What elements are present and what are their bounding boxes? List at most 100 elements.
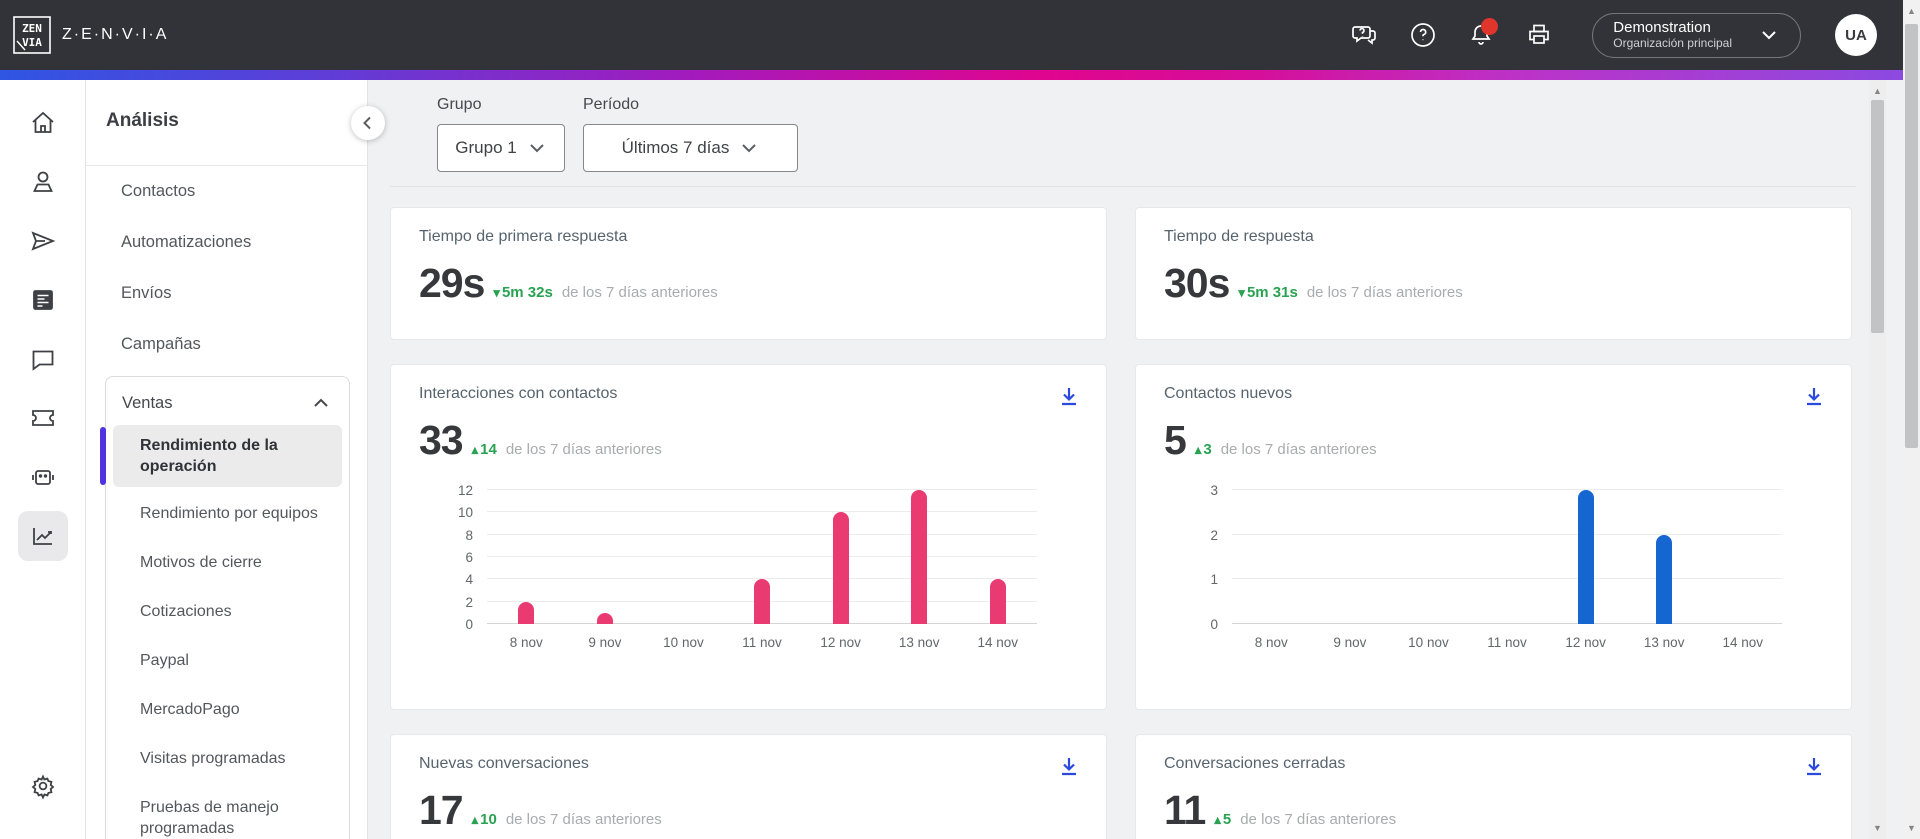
- group-filter-label: Grupo: [437, 96, 482, 113]
- metric-value: 11: [1164, 787, 1206, 833]
- bar-slot: [880, 490, 959, 624]
- bar: [1656, 534, 1673, 624]
- brand[interactable]: ZEN VIA Z·E·N·V·I·A: [12, 15, 168, 55]
- print-icon[interactable]: [1518, 14, 1560, 56]
- sidebar-item-paypal[interactable]: Paypal: [140, 652, 189, 669]
- sidebar-item-contactos[interactable]: Contactos: [121, 182, 196, 200]
- send-icon[interactable]: [18, 216, 68, 266]
- metric-suffix: de los 7 días anteriores: [1306, 284, 1463, 301]
- header-actions: Demonstration Organización principal UA: [1344, 12, 1877, 58]
- sidebar-collapse-button[interactable]: [351, 106, 385, 140]
- group-select[interactable]: Grupo 1: [437, 124, 565, 172]
- bar: [518, 601, 535, 624]
- sidebar-item-pruebas-manejo[interactable]: Pruebas de manejo programadas: [140, 799, 279, 837]
- card-nuevas-conversaciones: Nuevas conversaciones 17 ▴ 10 de los 7 dí…: [390, 734, 1107, 839]
- bar-slot: [1625, 490, 1704, 624]
- accent-gradient-bar: [0, 70, 1903, 80]
- metric-value: 30s: [1164, 260, 1230, 306]
- sidebar-item-automatizaciones[interactable]: Automatizaciones: [121, 233, 252, 251]
- trend-up-icon: ▴: [471, 812, 479, 827]
- bar-slot: [1546, 490, 1625, 624]
- content-scrollbar[interactable]: ▲ ▼: [1869, 80, 1886, 839]
- plot-area: [487, 489, 1037, 624]
- card-conversaciones-cerradas: Conversaciones cerradas 11 ▴ 5 de los 7 d…: [1135, 734, 1852, 839]
- contacts-icon[interactable]: [18, 157, 68, 207]
- bot-icon[interactable]: [18, 452, 68, 502]
- icon-rail: [0, 80, 86, 839]
- svg-text:VIA: VIA: [22, 36, 42, 49]
- metric-suffix: de los 7 días anteriores: [561, 284, 718, 301]
- sidebar-item-mercadopago[interactable]: MercadoPago: [140, 701, 240, 718]
- card-title: Conversaciones cerradas: [1164, 755, 1346, 772]
- sidebar-item-rendimiento-equipos[interactable]: Rendimiento por equipos: [140, 505, 318, 522]
- metric-value: 5: [1164, 417, 1187, 463]
- card-title: Contactos nuevos: [1164, 385, 1293, 402]
- gridline: [1232, 623, 1782, 624]
- scroll-up-arrow[interactable]: ▲: [1873, 86, 1882, 96]
- bar: [596, 612, 613, 624]
- sidebar-item-motivos-cierre[interactable]: Motivos de cierre: [140, 554, 262, 571]
- card-tiempo-primera-respuesta: Tiempo de primera respuesta 29s ▾ 5m 32s …: [390, 207, 1107, 340]
- x-tick-label: 9 nov: [1333, 635, 1367, 650]
- x-tick-label: 14 nov: [1722, 635, 1764, 650]
- metric-delta: 3: [1203, 441, 1212, 458]
- period-select-value: Últimos 7 días: [621, 138, 730, 157]
- bar-slot: [801, 490, 880, 624]
- notifications-icon[interactable]: [1460, 14, 1502, 56]
- download-icon[interactable]: [1797, 381, 1831, 415]
- download-icon[interactable]: [1052, 381, 1086, 415]
- sidebar-item-campanas[interactable]: Campañas: [121, 335, 201, 353]
- settings-icon[interactable]: [18, 761, 68, 811]
- y-axis: 0 1 2 3: [1164, 483, 1232, 632]
- ticket-icon[interactable]: [18, 393, 68, 443]
- home-icon[interactable]: [18, 98, 68, 148]
- bar-slot: [1468, 490, 1547, 624]
- sidebar-item-rendimiento-operacion[interactable]: Rendimiento de la operación: [100, 425, 342, 487]
- download-icon[interactable]: [1797, 751, 1831, 785]
- org-switcher[interactable]: Demonstration Organización principal: [1592, 12, 1801, 58]
- metric-delta: 10: [480, 811, 497, 828]
- support-chat-icon[interactable]: [1344, 14, 1386, 56]
- gridline: [487, 556, 1037, 557]
- sidebar-title: Análisis: [106, 110, 179, 131]
- scroll-down-arrow[interactable]: ▼: [1907, 823, 1916, 833]
- card-title: Tiempo de primera respuesta: [419, 228, 628, 245]
- bar: [754, 579, 771, 624]
- chat-icon[interactable]: [18, 334, 68, 384]
- card-tiempo-respuesta: Tiempo de respuesta 30s ▾ 5m 31s de los 7…: [1135, 207, 1852, 340]
- metric-delta: 5m 31s: [1246, 284, 1298, 301]
- svg-text:ZEN: ZEN: [22, 22, 42, 35]
- scroll-up-arrow[interactable]: ▲: [1907, 6, 1916, 16]
- plot-area: [1232, 489, 1782, 624]
- help-icon[interactable]: [1402, 14, 1444, 56]
- top-bar: ZEN VIA Z·E·N·V·I·A: [0, 0, 1903, 70]
- scrollbar-thumb[interactable]: [1905, 24, 1918, 448]
- chevron-left-icon: [363, 116, 371, 130]
- chevron-down-icon: [742, 144, 757, 153]
- trend-down-icon: ▾: [1238, 285, 1245, 300]
- x-tick-label: 8 nov: [1254, 635, 1288, 650]
- gridline: [1232, 489, 1782, 490]
- download-icon[interactable]: [1052, 751, 1086, 785]
- metric-suffix: de los 7 días anteriores: [505, 811, 662, 828]
- avatar[interactable]: UA: [1835, 14, 1877, 56]
- page-scrollbar[interactable]: ▲ ▼: [1903, 0, 1920, 839]
- sidebar-item-cotizaciones[interactable]: Cotizaciones: [140, 603, 232, 620]
- x-tick-label: 11 nov: [742, 635, 782, 650]
- news-icon[interactable]: [18, 275, 68, 325]
- gridline: [487, 578, 1037, 580]
- trend-up-icon: ▴: [1214, 812, 1221, 827]
- analytics-icon[interactable]: [17, 511, 68, 561]
- sidebar-item-envios[interactable]: Envíos: [121, 284, 172, 302]
- x-tick-label: 9 nov: [588, 635, 622, 650]
- org-subtitle: Organización principal: [1613, 36, 1732, 50]
- y-tick-label: 12: [457, 483, 473, 498]
- y-axis: 0 2 4 6 8 10 12: [419, 483, 487, 632]
- sidebar-item-visitas-programadas[interactable]: Visitas programadas: [140, 750, 286, 767]
- y-tick-label: 1: [1210, 572, 1218, 588]
- period-select[interactable]: Últimos 7 días: [583, 124, 798, 172]
- scrollbar-thumb[interactable]: [1871, 100, 1884, 333]
- scroll-down-arrow[interactable]: ▼: [1873, 823, 1882, 833]
- ventas-section-toggle[interactable]: Ventas: [106, 381, 349, 423]
- metric-value: 17: [419, 787, 464, 833]
